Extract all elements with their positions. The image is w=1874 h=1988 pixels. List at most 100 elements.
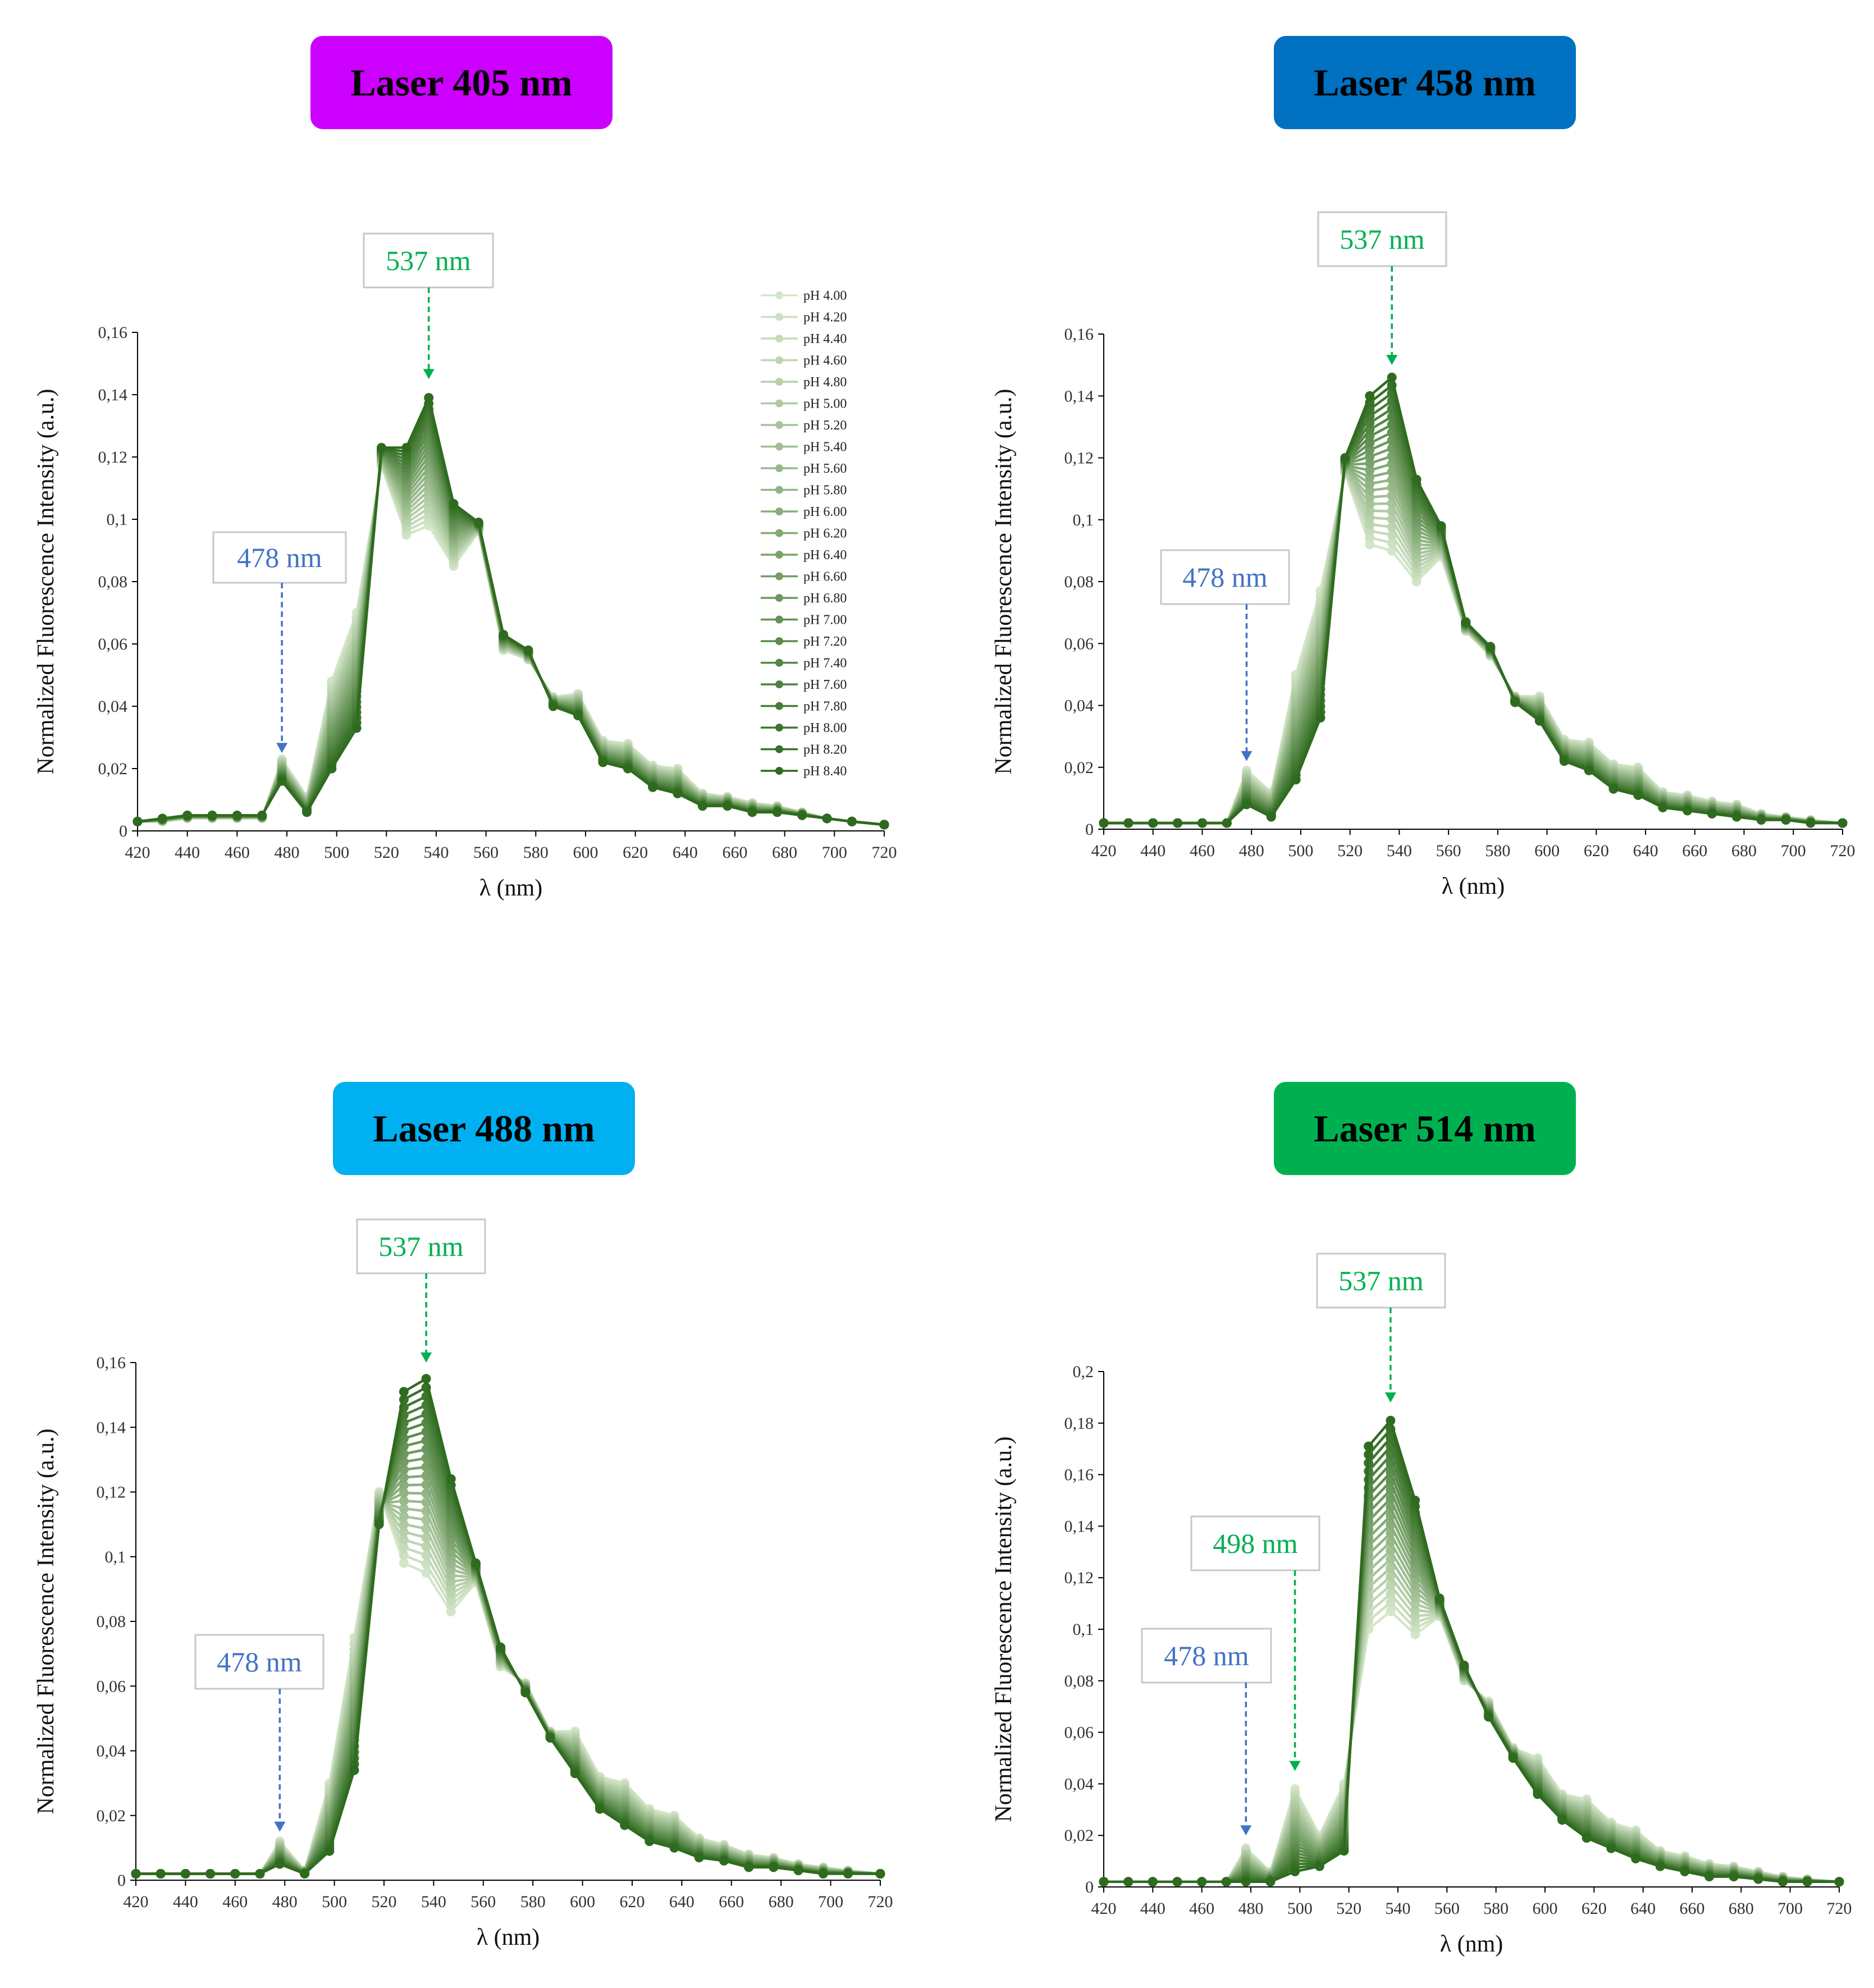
data-point [399, 1496, 409, 1506]
data-point [875, 1869, 885, 1879]
series-line-ph-6-00 [1104, 1522, 1840, 1884]
data-point [1291, 775, 1301, 785]
y-tick-label: 0,08 [97, 1612, 126, 1631]
callout-label: 478 nm [1164, 1640, 1249, 1671]
x-axis-label: λ (nm) [1442, 874, 1505, 899]
legend-swatch-marker [775, 464, 783, 472]
callout-box [212, 531, 347, 584]
data-point [1365, 472, 1375, 482]
data-point [1533, 1789, 1543, 1799]
callout-arrow-head [276, 743, 288, 753]
data-point [1365, 540, 1375, 550]
y-tick-label: 0 [1085, 820, 1094, 839]
data-point [449, 499, 459, 509]
data-point [1365, 526, 1375, 536]
data-point [399, 1543, 409, 1552]
legend-swatch-marker [775, 442, 783, 451]
data-point [1241, 799, 1251, 810]
series-line-ph-8-20 [136, 1386, 881, 1875]
series-line-ph-6-00 [1104, 464, 1843, 825]
callout-arrow-head [1240, 1825, 1252, 1836]
legend-label: pH 5.20 [803, 418, 847, 433]
data-point [1559, 756, 1569, 766]
legend-swatch-marker [775, 508, 783, 515]
legend-swatch-marker [775, 767, 783, 775]
legend-swatch-marker [775, 529, 783, 537]
data-point [1365, 499, 1375, 509]
series-line-ph-7-20 [1104, 423, 1843, 825]
data-point [1534, 716, 1544, 726]
legend-swatch-marker [775, 702, 783, 710]
callout-label: 498 nm [1213, 1528, 1298, 1559]
x-tick-label: 540 [421, 1893, 446, 1911]
series-line-ph-7-00 [137, 435, 885, 826]
legend-swatch-marker [775, 615, 783, 624]
data-point [648, 782, 658, 792]
y-tick-label: 0,14 [98, 386, 128, 404]
data-point [1386, 1563, 1396, 1573]
data-point [1484, 1712, 1494, 1722]
data-point [1340, 453, 1350, 463]
data-point [645, 1836, 655, 1847]
data-point [1173, 818, 1183, 828]
series-line-ph-4-40 [1104, 467, 1843, 825]
callout-478-nm: 478 nm [212, 531, 347, 753]
x-tick-label: 640 [669, 1893, 694, 1911]
x-tick-label: 700 [1777, 1899, 1803, 1918]
y-tick-label: 0,06 [1064, 1724, 1094, 1742]
callout-537-nm: 537 nm [1316, 1253, 1446, 1403]
callout-box [356, 1218, 486, 1274]
x-tick-label: 480 [1238, 1899, 1264, 1918]
y-tick-label: 0,2 [1073, 1363, 1094, 1381]
data-point [1221, 1877, 1231, 1887]
data-point [424, 393, 434, 403]
y-axis-label: Normalized Fluorescence Intensity (a.u.) [33, 1429, 59, 1815]
x-tick-label: 580 [520, 1893, 546, 1911]
y-tick-label: 0,02 [98, 760, 128, 778]
series-line-ph-8-40 [136, 1377, 880, 1876]
data-point [399, 1511, 409, 1521]
data-point [1729, 1872, 1739, 1882]
data-point [255, 1869, 265, 1879]
data-point [1756, 815, 1766, 825]
data-point [697, 801, 707, 811]
x-tick-label: 700 [822, 843, 847, 862]
x-tick-label: 660 [719, 1893, 744, 1911]
series-line-ph-5-80 [1104, 1531, 1840, 1884]
legend-swatch-marker [775, 745, 783, 753]
data-point [399, 1527, 409, 1537]
data-point [399, 1387, 409, 1397]
y-tick-label: 0,12 [97, 1483, 126, 1502]
data-point [1608, 784, 1619, 794]
data-point [275, 1859, 285, 1869]
series-line-ph-5-60 [1104, 465, 1843, 825]
series-line-ph-4-80 [1104, 1574, 1840, 1884]
x-tick-label: 440 [1140, 1899, 1165, 1918]
legend-label: pH 8.40 [803, 764, 847, 779]
y-tick-label: 0,08 [1064, 1672, 1094, 1690]
data-point [1680, 1867, 1690, 1876]
data-point [446, 1474, 456, 1484]
callout-498-nm: 498 nm [1190, 1515, 1320, 1771]
series-line-ph-7-20 [137, 429, 885, 826]
x-tick-label: 720 [1830, 842, 1855, 860]
x-tick-label: 640 [1633, 842, 1658, 860]
data-point [1386, 1606, 1396, 1616]
callout-label: 478 nm [217, 1646, 302, 1678]
x-tick-label: 420 [1091, 1899, 1117, 1918]
data-point [324, 1846, 335, 1856]
legend-swatch-marker [775, 680, 783, 688]
data-point [1631, 1854, 1641, 1863]
series-line-ph-4-60 [1104, 467, 1843, 825]
data-point [1606, 1843, 1616, 1853]
y-tick-label: 0,04 [1064, 697, 1094, 715]
series-line-ph-5-00 [1104, 1566, 1840, 1884]
x-tick-label: 560 [1434, 1899, 1460, 1918]
data-point [1436, 521, 1446, 531]
y-tick-label: 0,1 [1073, 511, 1094, 529]
x-tick-label: 460 [222, 1893, 248, 1911]
x-tick-label: 500 [322, 1893, 347, 1911]
x-tick-label: 580 [1485, 842, 1510, 860]
data-point [747, 807, 757, 817]
data-point [1386, 1580, 1396, 1591]
